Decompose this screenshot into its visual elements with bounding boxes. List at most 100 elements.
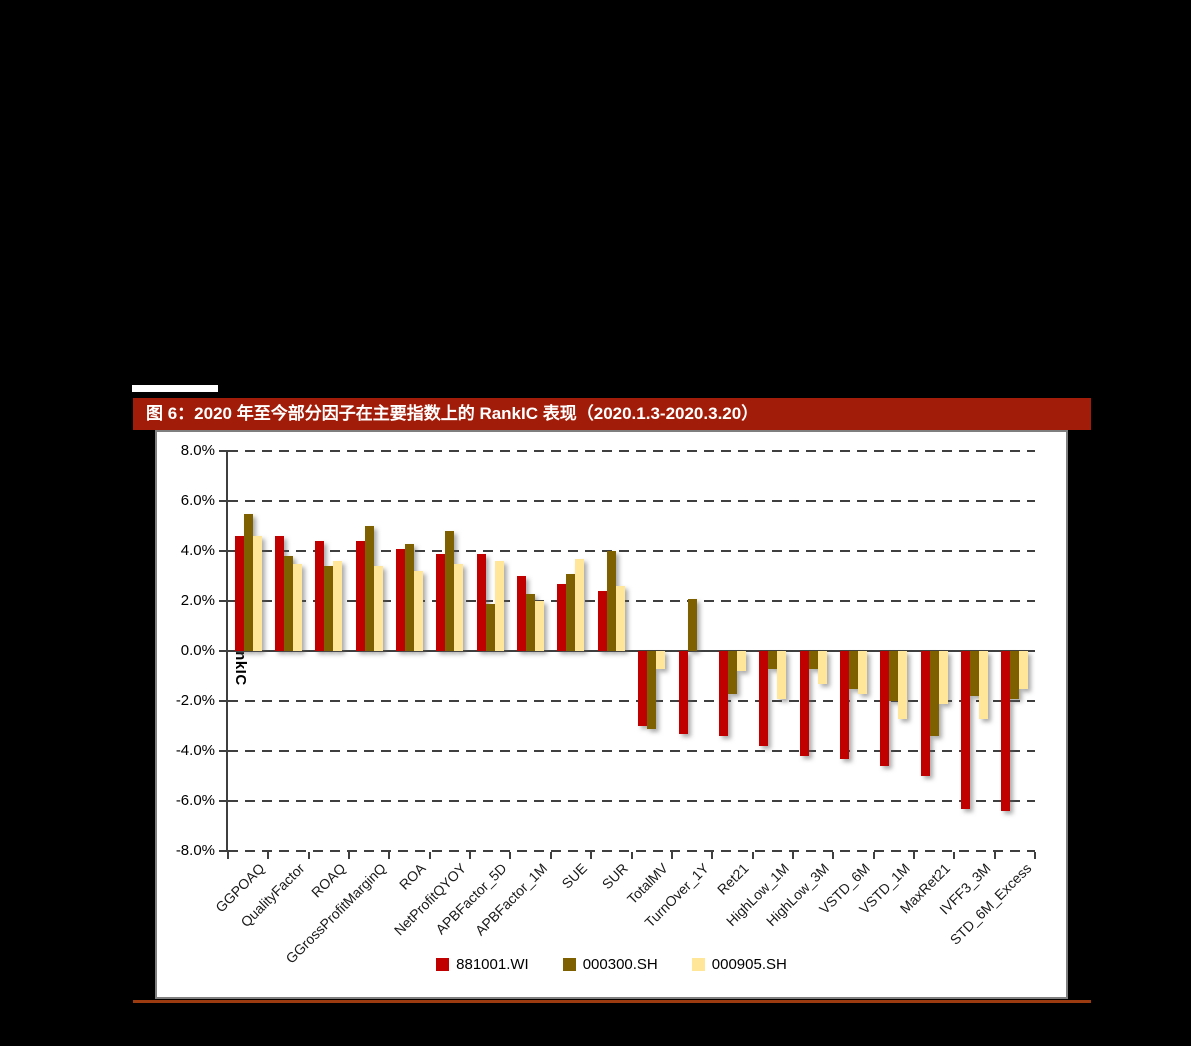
- bar-000300.SH-NetProfitQYOY: [445, 531, 455, 651]
- bar-000300.SH-HighLow_1M: [768, 651, 778, 669]
- x-tick: [711, 852, 714, 859]
- x-tick: [590, 852, 593, 859]
- bar-881001.WI-VSTD_1M: [880, 651, 890, 766]
- x-tick: [953, 852, 956, 859]
- bar-000300.SH-GGPOAQ: [243, 513, 253, 651]
- section-divider-rule: [133, 1000, 1091, 1003]
- bar-000300.SH-QualityFactor: [284, 556, 294, 651]
- bar-881001.WI-IVFF3_3M: [960, 651, 970, 809]
- bar-000905.SH-HighLow_1M: [777, 651, 787, 699]
- y-tick: [219, 750, 228, 752]
- legend-item: 881001.WI: [436, 956, 529, 973]
- bar-000300.SH-SUE: [566, 573, 576, 651]
- bar-000300.SH-VSTD_1M: [889, 651, 899, 701]
- x-tick: [348, 852, 351, 859]
- x-tick: [227, 852, 229, 859]
- gridline: [228, 850, 1035, 852]
- y-tick-label: 2.0%: [180, 592, 215, 609]
- bar-881001.WI-APBFactor_1M: [517, 576, 527, 651]
- y-tick: [219, 550, 228, 552]
- y-tick: [219, 500, 228, 502]
- bar-881001.WI-SUR: [597, 591, 607, 651]
- bar-881001.WI-HighLow_3M: [799, 651, 809, 756]
- bar-000905.SH-APBFactor_5D: [494, 561, 504, 651]
- bar-000905.SH-VSTD_6M: [857, 651, 867, 694]
- bar-881001.WI-TotalMV: [638, 651, 648, 726]
- x-tick: [670, 852, 673, 859]
- bar-000905.SH-MaxRet21: [938, 651, 948, 704]
- x-tick: [751, 852, 754, 859]
- bar-000905.SH-GGPOAQ: [252, 536, 262, 651]
- x-tick: [388, 852, 391, 859]
- bar-881001.WI-GGPOAQ: [234, 536, 244, 651]
- bar-000300.SH-SUR: [606, 551, 616, 651]
- bar-881001.WI-QualityFactor: [275, 536, 285, 651]
- bar-000905.SH-SUE: [575, 558, 585, 651]
- x-axis-zero-line: [228, 650, 1035, 652]
- gridline: [228, 450, 1035, 452]
- bar-000300.SH-TotalMV: [647, 651, 657, 729]
- bar-000905.SH-GGrossProfitMarginQ: [373, 566, 383, 651]
- bar-000905.SH-STD_6M_Excess: [1019, 651, 1029, 689]
- x-tick: [993, 852, 996, 859]
- bar-000300.SH-ROAQ: [324, 566, 334, 651]
- bar-881001.WI-VSTD_6M: [839, 651, 849, 759]
- legend-item: 000905.SH: [691, 956, 787, 973]
- bar-000300.SH-ROA: [405, 543, 415, 651]
- bar-000300.SH-HighLow_3M: [808, 651, 818, 669]
- x-category-label-text: APBFactor_1M: [471, 860, 550, 939]
- y-tick-label: -2.0%: [175, 692, 215, 709]
- x-tick: [469, 852, 472, 859]
- gridline: [228, 600, 1035, 602]
- y-tick-label: 4.0%: [180, 542, 215, 559]
- x-tick: [267, 852, 270, 859]
- bar-881001.WI-GGrossProfitMarginQ: [355, 541, 365, 651]
- bar-000905.SH-TotalMV: [656, 651, 666, 669]
- y-tick: [219, 700, 228, 702]
- x-tick: [1034, 852, 1036, 859]
- bar-000300.SH-GGrossProfitMarginQ: [364, 526, 374, 651]
- x-tick: [912, 852, 915, 859]
- bar-000300.SH-MaxRet21: [929, 651, 939, 736]
- y-tick: [219, 650, 228, 652]
- legend-label: 000300.SH: [582, 956, 658, 973]
- bar-881001.WI-Ret21: [718, 651, 728, 736]
- y-tick: [219, 450, 228, 452]
- legend-item: 000300.SH: [562, 956, 658, 973]
- bar-881001.WI-HighLow_1M: [759, 651, 769, 746]
- bar-000905.SH-APBFactor_1M: [535, 601, 545, 651]
- gridline: [228, 500, 1035, 502]
- x-tick: [428, 852, 431, 859]
- chart-panel: RankIC 8.0% 6.0% 4.0% 2.0% 0.0% -2.0% -4.0% -6.…: [155, 430, 1068, 999]
- bar-881001.WI-NetProfitQYOY: [436, 553, 446, 651]
- y-tick-label: -6.0%: [175, 792, 215, 809]
- bar-000905.SH-QualityFactor: [293, 563, 303, 651]
- figure-title: 图 6：2020 年至今部分因子在主要指数上的 RankIC 表现（2020.1…: [133, 398, 1091, 430]
- y-tick-label: -4.0%: [175, 742, 215, 759]
- y-tick: [219, 600, 228, 602]
- page-fragment-above: [132, 385, 218, 392]
- bar-000300.SH-APBFactor_1M: [526, 593, 536, 651]
- x-tick: [307, 852, 310, 859]
- y-tick-label: 6.0%: [180, 492, 215, 509]
- legend-swatch: [562, 958, 576, 971]
- y-tick-label: 8.0%: [180, 442, 215, 459]
- x-category-label-text: APBFactor_5D: [432, 860, 510, 938]
- bar-881001.WI-TurnOver_1Y: [678, 651, 688, 734]
- y-tick-label: 0.0%: [180, 642, 215, 659]
- bar-000300.SH-APBFactor_5D: [485, 603, 495, 651]
- bar-000300.SH-VSTD_6M: [848, 651, 858, 689]
- x-tick: [832, 852, 835, 859]
- gridline: [228, 700, 1035, 702]
- chart-legend: 881001.WI 000300.SH 000905.SH: [157, 956, 1066, 973]
- bar-881001.WI-ROA: [396, 548, 406, 651]
- bar-000300.SH-TurnOver_1Y: [687, 598, 697, 651]
- bar-000300.SH-STD_6M_Excess: [1010, 651, 1020, 699]
- gridline: [228, 800, 1035, 802]
- bar-881001.WI-STD_6M_Excess: [1001, 651, 1011, 811]
- bar-881001.WI-MaxRet21: [920, 651, 930, 776]
- bar-881001.WI-SUE: [557, 583, 567, 651]
- bar-000300.SH-Ret21: [727, 651, 737, 694]
- x-category-label-text: Ret21: [713, 860, 752, 898]
- bar-000905.SH-IVFF3_3M: [978, 651, 988, 719]
